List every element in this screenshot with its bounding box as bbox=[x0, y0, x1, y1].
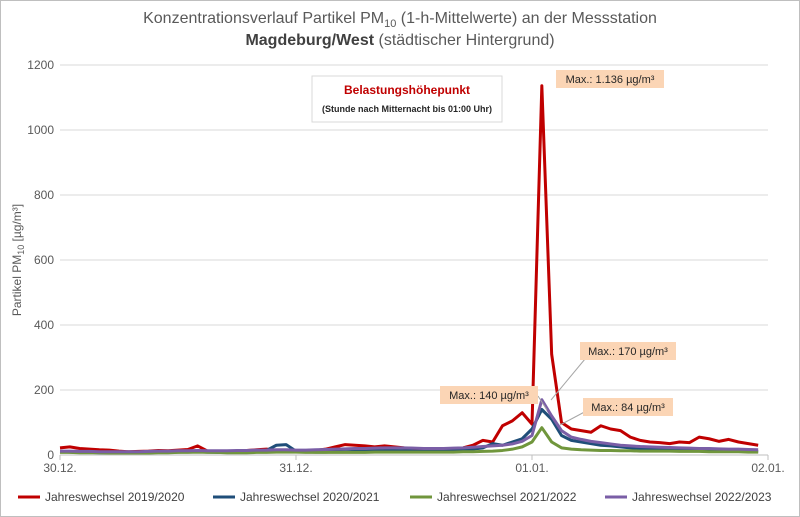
y-tick-label: 800 bbox=[34, 188, 54, 202]
max-label: Max.: 140 µg/m³ bbox=[449, 390, 529, 402]
chart-title: Konzentrationsverlauf Partikel PM10 (1-h… bbox=[143, 10, 657, 31]
legend-label-0: Jahreswechsel 2019/2020 bbox=[45, 490, 185, 504]
y-tick-label: 1200 bbox=[27, 58, 54, 72]
highlight-subline: (Stunde nach Mitternacht bis 01:00 Uhr) bbox=[322, 104, 492, 114]
highlight-headline: Belastungshöhepunkt bbox=[344, 83, 470, 97]
x-tick-label: 01.01. bbox=[515, 461, 548, 475]
max-label-box bbox=[440, 386, 538, 404]
legend-label-3: Jahreswechsel 2022/2023 bbox=[632, 490, 772, 504]
series-line-3 bbox=[60, 398, 759, 454]
max-label: Max.: 170 µg/m³ bbox=[588, 346, 668, 358]
legend-label-1: Jahreswechsel 2020/2021 bbox=[240, 490, 380, 504]
highlight-box bbox=[311, 75, 503, 123]
max-label: Max.: 84 µg/m³ bbox=[591, 402, 665, 414]
max-label-box bbox=[556, 70, 664, 88]
series-line-0 bbox=[59, 84, 759, 454]
y-tick-label: 1000 bbox=[27, 123, 54, 137]
series-line-2 bbox=[60, 426, 759, 455]
max-label-leader bbox=[550, 352, 591, 401]
y-tick-label: 200 bbox=[34, 383, 54, 397]
y-axis-label: Partikel PM10 [µg/m³] bbox=[10, 204, 26, 316]
max-label-box bbox=[583, 398, 673, 416]
x-tick-label: 30.12. bbox=[43, 461, 76, 475]
y-tick-label: 600 bbox=[34, 253, 54, 267]
legend-label-2: Jahreswechsel 2021/2022 bbox=[437, 490, 577, 504]
max-label-leader bbox=[537, 395, 548, 411]
chart-subtitle: Magdeburg/West (städtischer Hintergrund) bbox=[245, 32, 555, 49]
x-tick-label: 31.12. bbox=[279, 461, 312, 475]
x-tick-label: 02.01. bbox=[751, 461, 784, 475]
y-tick-label: 400 bbox=[34, 318, 54, 332]
max-label-box bbox=[580, 342, 676, 360]
max-label: Max.: 1.136 µg/m³ bbox=[566, 74, 655, 86]
y-tick-label: 0 bbox=[47, 448, 54, 462]
